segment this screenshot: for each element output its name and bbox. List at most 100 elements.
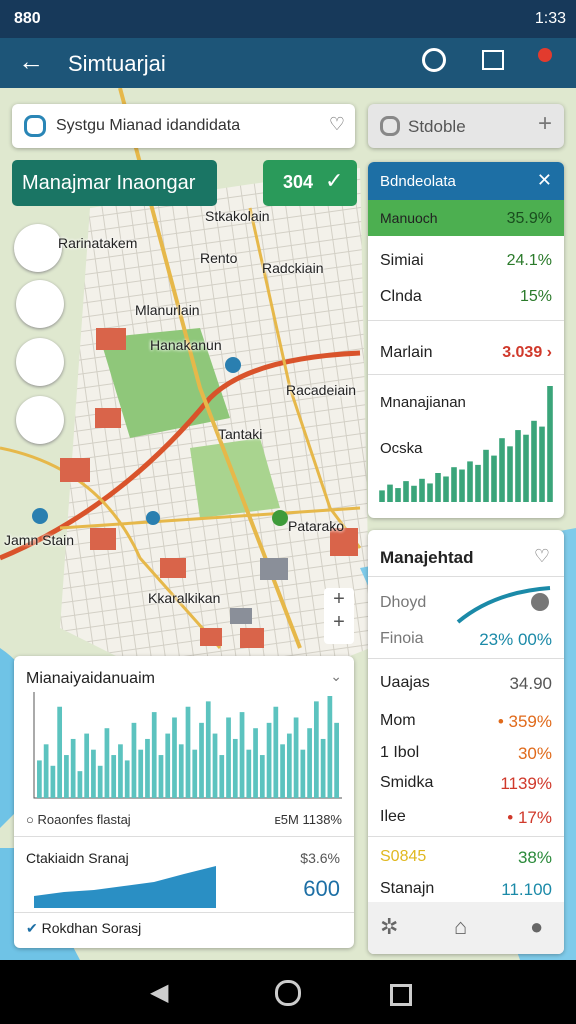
badge-button[interactable]: 304 ✓ <box>263 160 357 206</box>
row-label: Ilee <box>380 808 406 825</box>
tool-button[interactable] <box>16 280 64 328</box>
nav-home[interactable] <box>275 980 301 1006</box>
bar <box>334 722 339 798</box>
bar <box>547 386 553 502</box>
bar <box>165 733 171 798</box>
bar <box>192 749 198 798</box>
bar <box>507 446 513 502</box>
bar <box>178 744 184 798</box>
activity-card: Mianaiyaidanuaim ⌄ ○ Roaonfes flastaj ᴇ5… <box>14 656 354 948</box>
bar <box>411 485 417 502</box>
summary-card: Bdndeolata ✕ Manuoch 35.9% Simiai 24.1% Clnd… <box>368 162 564 518</box>
map-label: Jamn Stain <box>4 532 75 548</box>
bar <box>145 738 150 798</box>
secondary-search[interactable]: Stdoble + <box>368 104 564 148</box>
bar <box>239 712 245 798</box>
bar <box>246 749 252 798</box>
bar <box>226 717 231 798</box>
alert-icon[interactable] <box>538 48 552 62</box>
bar <box>451 467 457 502</box>
bar <box>483 449 489 502</box>
star-button[interactable]: ✲ <box>380 914 399 939</box>
row-value: 30% <box>517 744 552 763</box>
bar <box>57 706 63 798</box>
add-icon[interactable]: + <box>537 110 552 137</box>
nav-back[interactable]: ◀ <box>150 979 169 1006</box>
status-time: 1:33 <box>534 10 566 27</box>
bar <box>50 765 56 798</box>
tool-button[interactable] <box>16 396 64 444</box>
action-button[interactable]: Manajmar Inaongar <box>12 160 217 206</box>
close-icon[interactable]: ✕ <box>536 170 552 190</box>
row-label: Marlain <box>380 344 433 361</box>
legend: ○ Roaonfes flastaj <box>26 812 131 827</box>
action-label: Manajmar Inaongar <box>22 172 196 194</box>
edit-icon[interactable] <box>482 50 504 70</box>
activity-title: Mianaiyaidanuaim <box>26 670 155 687</box>
bar <box>419 478 425 502</box>
map-label: Kkaralkikan <box>148 590 221 606</box>
check-icon: ✔ <box>26 920 38 936</box>
row-value: 38% <box>517 848 552 867</box>
bar <box>427 483 433 502</box>
nav-recent[interactable] <box>390 984 412 1006</box>
chart-label: Ocska <box>380 440 423 457</box>
row-value: 24.1% <box>506 252 552 269</box>
row-label: Smidka <box>380 774 434 791</box>
bar <box>475 464 481 502</box>
bar <box>91 749 96 798</box>
home-button[interactable]: ⌂ <box>454 914 468 939</box>
row-label: Finoia <box>380 630 424 647</box>
row-value: 1139% <box>500 774 552 793</box>
favorite-icon[interactable]: ♡ <box>533 546 550 566</box>
bar <box>131 722 137 798</box>
footer-text: Rokdhan Sorasj <box>41 920 142 936</box>
status-left: 880 <box>14 10 41 27</box>
divider <box>14 836 354 837</box>
map-label: Rarinatakem <box>58 235 138 251</box>
bar <box>387 484 393 502</box>
highlight-row <box>368 200 564 236</box>
app-title: Simtuarjai <box>68 51 166 76</box>
search-placeholder: Systgu Mianad idandidata <box>56 117 241 134</box>
favorite-icon[interactable]: ♡ <box>328 114 345 134</box>
search-box[interactable]: Systgu Mianad idandidata ♡ <box>12 104 355 148</box>
bar <box>499 438 505 502</box>
bar <box>259 755 265 798</box>
expand-icon[interactable]: ⌄ <box>330 668 342 684</box>
sync-icon[interactable] <box>422 48 446 72</box>
bar <box>185 706 191 798</box>
row-value: 23% 00% <box>479 630 552 649</box>
bar <box>37 760 42 798</box>
back-button[interactable]: ← <box>18 46 44 76</box>
map-label: Patarako <box>288 518 345 534</box>
divider <box>368 658 564 659</box>
axis <box>33 692 342 799</box>
bar <box>158 755 164 798</box>
map-label: Mlanurlain <box>135 302 200 318</box>
bar <box>77 771 83 798</box>
app-bar: ← Simtuarjai <box>0 38 576 88</box>
bar <box>273 706 279 798</box>
detail-title: Manajehtad <box>380 548 474 567</box>
legend-value: ᴇ5M 1138% <box>274 812 342 827</box>
bar <box>205 701 211 798</box>
row-value: 11.100 <box>501 880 552 899</box>
bar <box>320 738 326 798</box>
bar <box>459 469 465 502</box>
bar <box>280 744 285 798</box>
tool-button[interactable] <box>14 224 62 272</box>
row-value: • 17% <box>507 808 552 827</box>
trend-icon <box>456 586 551 624</box>
footer: ✔ Rokdhan Sorasj <box>26 920 141 937</box>
tool-button[interactable] <box>16 338 64 386</box>
profile-button[interactable]: ● <box>530 914 544 939</box>
bar <box>467 461 473 502</box>
row-label: Uaajas <box>380 674 430 691</box>
row-label: S0845 <box>380 848 427 865</box>
row-label: 1 Ibol <box>380 744 420 761</box>
area-chart <box>34 866 216 908</box>
bar <box>172 717 177 798</box>
search-icon <box>24 115 46 137</box>
zoom-control[interactable]: + + <box>324 588 354 644</box>
